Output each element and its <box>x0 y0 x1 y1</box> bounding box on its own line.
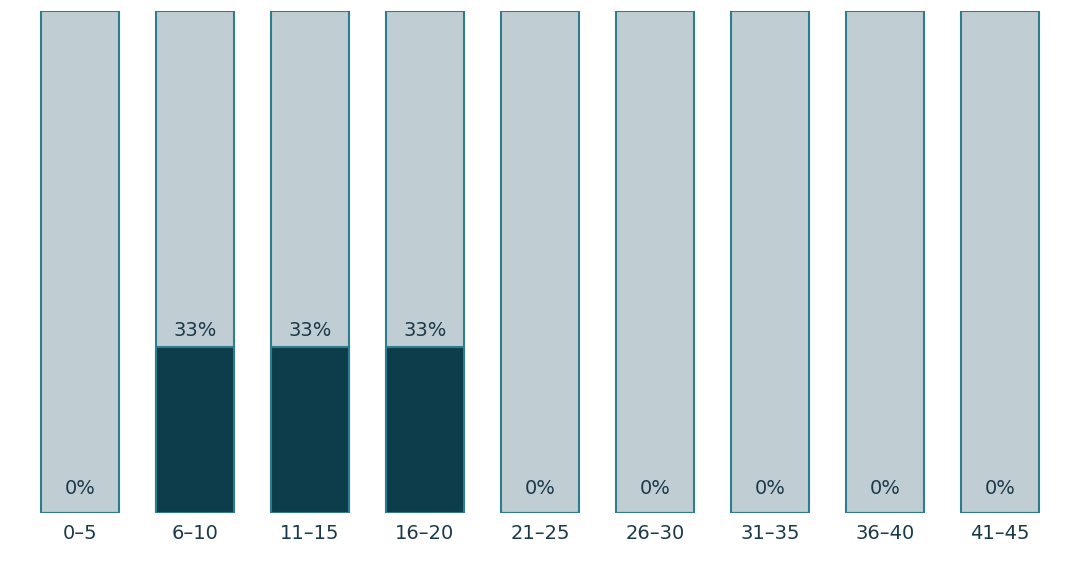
Bar <box>616 11 694 513</box>
Text: 0%: 0% <box>525 479 555 498</box>
Text: 0%: 0% <box>755 479 785 498</box>
Bar <box>501 11 579 513</box>
Bar <box>41 11 119 513</box>
Bar <box>386 348 464 513</box>
Text: 33%: 33% <box>403 321 447 340</box>
Bar <box>271 348 349 513</box>
Text: 33%: 33% <box>173 321 217 340</box>
Bar <box>271 11 349 513</box>
Text: 0%: 0% <box>639 479 671 498</box>
Bar <box>961 11 1039 513</box>
Text: 0%: 0% <box>869 479 901 498</box>
Bar <box>156 348 234 513</box>
Bar <box>156 11 234 513</box>
Bar <box>386 11 464 513</box>
Text: 33%: 33% <box>288 321 332 340</box>
Bar <box>846 11 924 513</box>
Text: 0%: 0% <box>985 479 1015 498</box>
Bar <box>731 11 809 513</box>
Text: 0%: 0% <box>65 479 95 498</box>
